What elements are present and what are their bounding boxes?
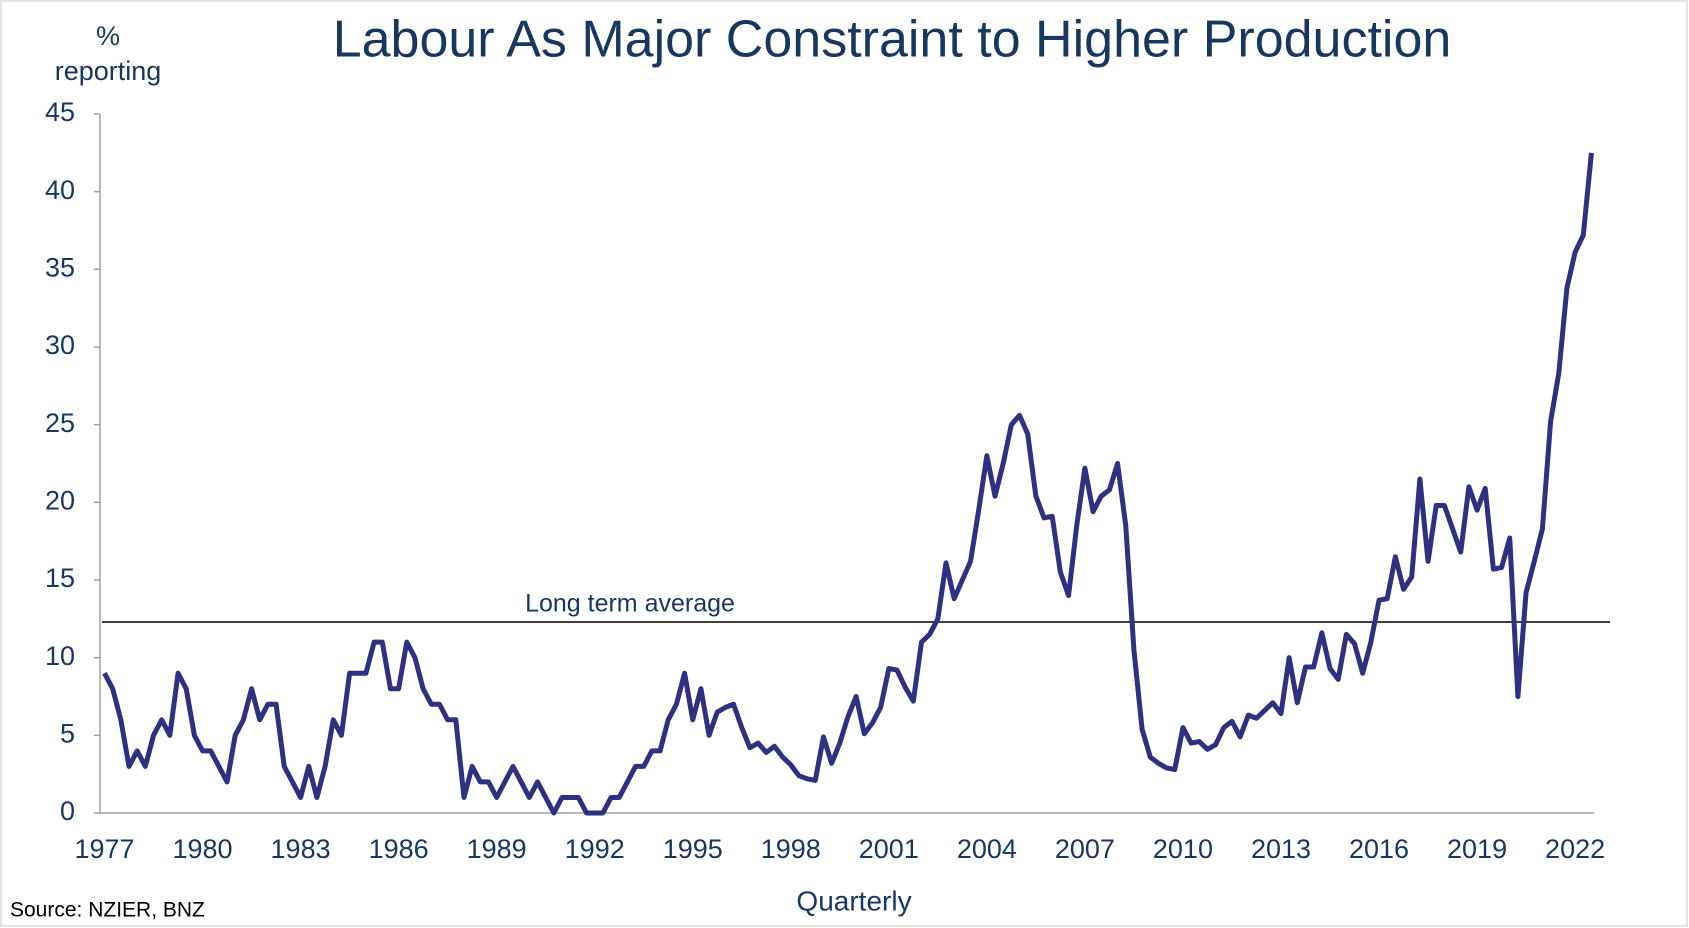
y-tick-label: 40 bbox=[45, 175, 75, 205]
y-tick-label: 35 bbox=[45, 252, 75, 282]
x-tick-label: 1995 bbox=[663, 834, 723, 864]
y-tick-label: 5 bbox=[60, 718, 75, 748]
x-axis-title: Quarterly bbox=[796, 885, 911, 916]
x-tick-label: 2022 bbox=[1545, 834, 1605, 864]
y-tick-label: 20 bbox=[45, 485, 75, 515]
y-tick-label: 10 bbox=[45, 641, 75, 671]
x-tick-label: 1977 bbox=[74, 834, 134, 864]
x-tick-label: 1986 bbox=[369, 834, 429, 864]
x-tick-label: 2004 bbox=[957, 834, 1017, 864]
x-tick-label: 1998 bbox=[761, 834, 821, 864]
y-tick-label: 30 bbox=[45, 330, 75, 360]
x-tick-label: 2001 bbox=[859, 834, 919, 864]
source: Source: NZIER, BNZ bbox=[10, 899, 205, 922]
x-tick-label: 1983 bbox=[271, 834, 331, 864]
y-tick-label: 25 bbox=[45, 408, 75, 438]
series-line bbox=[102, 152, 1594, 816]
x-tick-label: 2010 bbox=[1153, 834, 1213, 864]
x-tick-label: 2019 bbox=[1447, 834, 1507, 864]
chart-title: Labour As Major Constraint to Higher Pro… bbox=[333, 11, 1452, 69]
x-tick-label: 1989 bbox=[467, 834, 527, 864]
x-tick-label: 2013 bbox=[1251, 834, 1311, 864]
y-tick-label: 45 bbox=[45, 97, 75, 127]
y-tick-label: 15 bbox=[45, 563, 75, 593]
reference-label: Long term average bbox=[525, 590, 735, 618]
x-tick-label: 1992 bbox=[565, 834, 625, 864]
y-axis-title: % reporting bbox=[55, 21, 162, 86]
x-tick-label: 2007 bbox=[1055, 834, 1115, 864]
y-tick-label: 0 bbox=[60, 796, 75, 826]
x-tick-label: 1980 bbox=[173, 834, 233, 864]
x-tick-label: 2016 bbox=[1349, 834, 1409, 864]
